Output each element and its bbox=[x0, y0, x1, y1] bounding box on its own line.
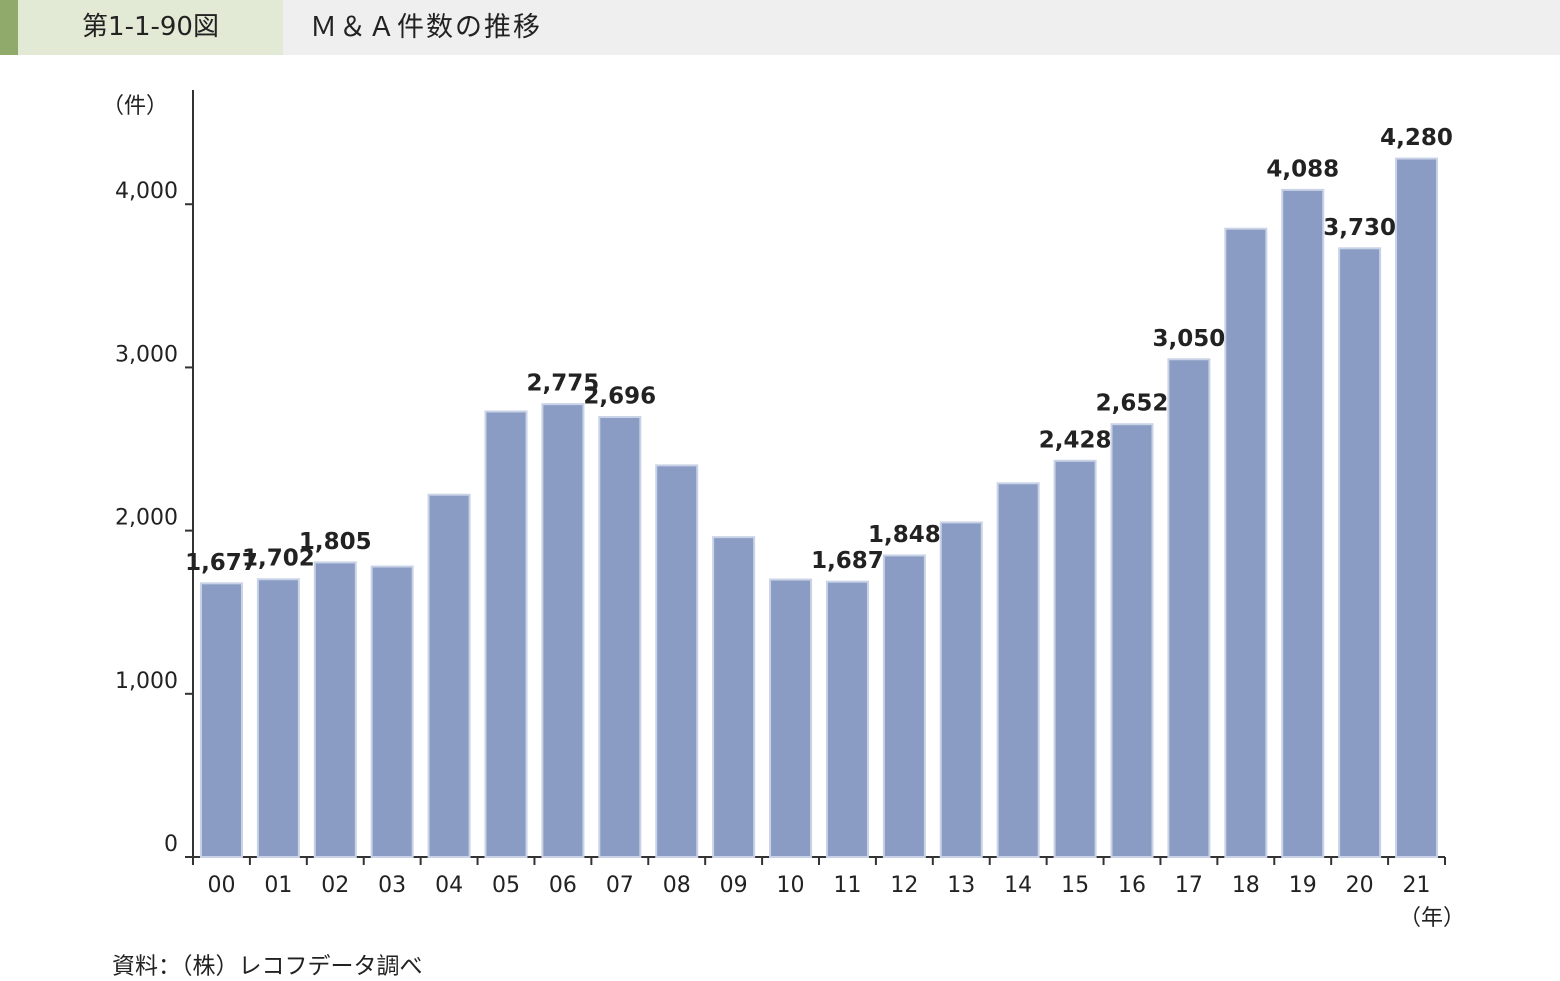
bar bbox=[939, 521, 983, 858]
x-tick-label: 10 bbox=[777, 873, 805, 898]
x-tick-label: 12 bbox=[890, 873, 918, 898]
x-tick-label: 02 bbox=[321, 873, 349, 898]
bar bbox=[313, 561, 357, 858]
x-unit: （年） bbox=[1399, 906, 1465, 931]
bar bbox=[1224, 227, 1268, 858]
value-label: 3,050 bbox=[1153, 326, 1226, 352]
bar bbox=[541, 403, 585, 858]
bar bbox=[1338, 247, 1382, 859]
x-tick-label: 14 bbox=[1004, 873, 1032, 898]
x-tick-label: 20 bbox=[1346, 873, 1374, 898]
x-tick-label: 05 bbox=[492, 873, 520, 898]
value-label: 2,428 bbox=[1039, 427, 1112, 453]
x-tick-label: 15 bbox=[1061, 873, 1089, 898]
value-label: 3,730 bbox=[1323, 215, 1396, 241]
x-tick-label: 19 bbox=[1289, 873, 1317, 898]
chart-title: Ｍ＆Ａ件数の推移 bbox=[310, 12, 542, 43]
x-tick-label: 21 bbox=[1403, 873, 1431, 898]
x-tick-label: 00 bbox=[207, 873, 235, 898]
x-tick-label: 17 bbox=[1175, 873, 1203, 898]
bar bbox=[1110, 423, 1154, 858]
bar bbox=[825, 580, 869, 859]
y-tick-label: 4,000 bbox=[115, 179, 178, 204]
bar bbox=[1167, 358, 1211, 858]
bar bbox=[598, 416, 642, 858]
x-tick-label: 06 bbox=[549, 873, 577, 898]
y-tick-label: 2,000 bbox=[115, 506, 178, 531]
value-label: 1,687 bbox=[811, 548, 884, 574]
x-tick-label: 08 bbox=[663, 873, 691, 898]
bar bbox=[1281, 188, 1325, 859]
source-note: 資料：（株）レコフデータ調べ bbox=[112, 954, 423, 980]
y-unit: （件） bbox=[102, 94, 168, 119]
x-tick-label: 13 bbox=[947, 873, 975, 898]
value-label: 4,088 bbox=[1266, 156, 1339, 182]
bar bbox=[370, 565, 414, 858]
value-label: 2,652 bbox=[1096, 391, 1169, 417]
x-tick-label: 04 bbox=[435, 873, 463, 898]
value-label: 2,775 bbox=[527, 371, 600, 397]
x-tick-label: 11 bbox=[833, 873, 861, 898]
value-label: 4,280 bbox=[1380, 125, 1453, 151]
bar bbox=[256, 578, 300, 859]
bar bbox=[996, 482, 1040, 858]
figure-label: 第1-1-90図 bbox=[18, 0, 283, 55]
header-bar: 第1-1-90図 Ｍ＆Ａ件数の推移 bbox=[0, 0, 1560, 55]
bar bbox=[769, 578, 813, 858]
bar bbox=[1053, 459, 1097, 858]
bar bbox=[655, 464, 699, 858]
x-tick-label: 18 bbox=[1232, 873, 1260, 898]
value-label: 2,696 bbox=[583, 384, 656, 410]
value-label: 1,702 bbox=[242, 546, 315, 572]
header-stripe bbox=[0, 0, 18, 55]
bar bbox=[199, 582, 243, 858]
bar bbox=[484, 410, 528, 858]
bar bbox=[712, 536, 756, 858]
x-tick-label: 01 bbox=[264, 873, 292, 898]
value-label: 1,677 bbox=[185, 550, 258, 576]
value-label: 1,848 bbox=[868, 522, 941, 548]
chart: （件） （年） 資料：（株）レコフデータ調べ 0 1,000 2,000 3,000 4… bbox=[102, 90, 1465, 980]
bar bbox=[882, 554, 926, 858]
value-label: 1,805 bbox=[299, 529, 372, 555]
bar bbox=[1395, 157, 1439, 859]
x-tick-label: 09 bbox=[720, 873, 748, 898]
x-tick-label: 16 bbox=[1118, 873, 1146, 898]
x-tick-label: 03 bbox=[378, 873, 406, 898]
bar bbox=[427, 493, 471, 858]
y-tick-label: 1,000 bbox=[115, 669, 178, 694]
y-tick-label: 0 bbox=[164, 832, 178, 857]
x-tick-label: 07 bbox=[606, 873, 634, 898]
y-tick-label: 3,000 bbox=[115, 342, 178, 367]
